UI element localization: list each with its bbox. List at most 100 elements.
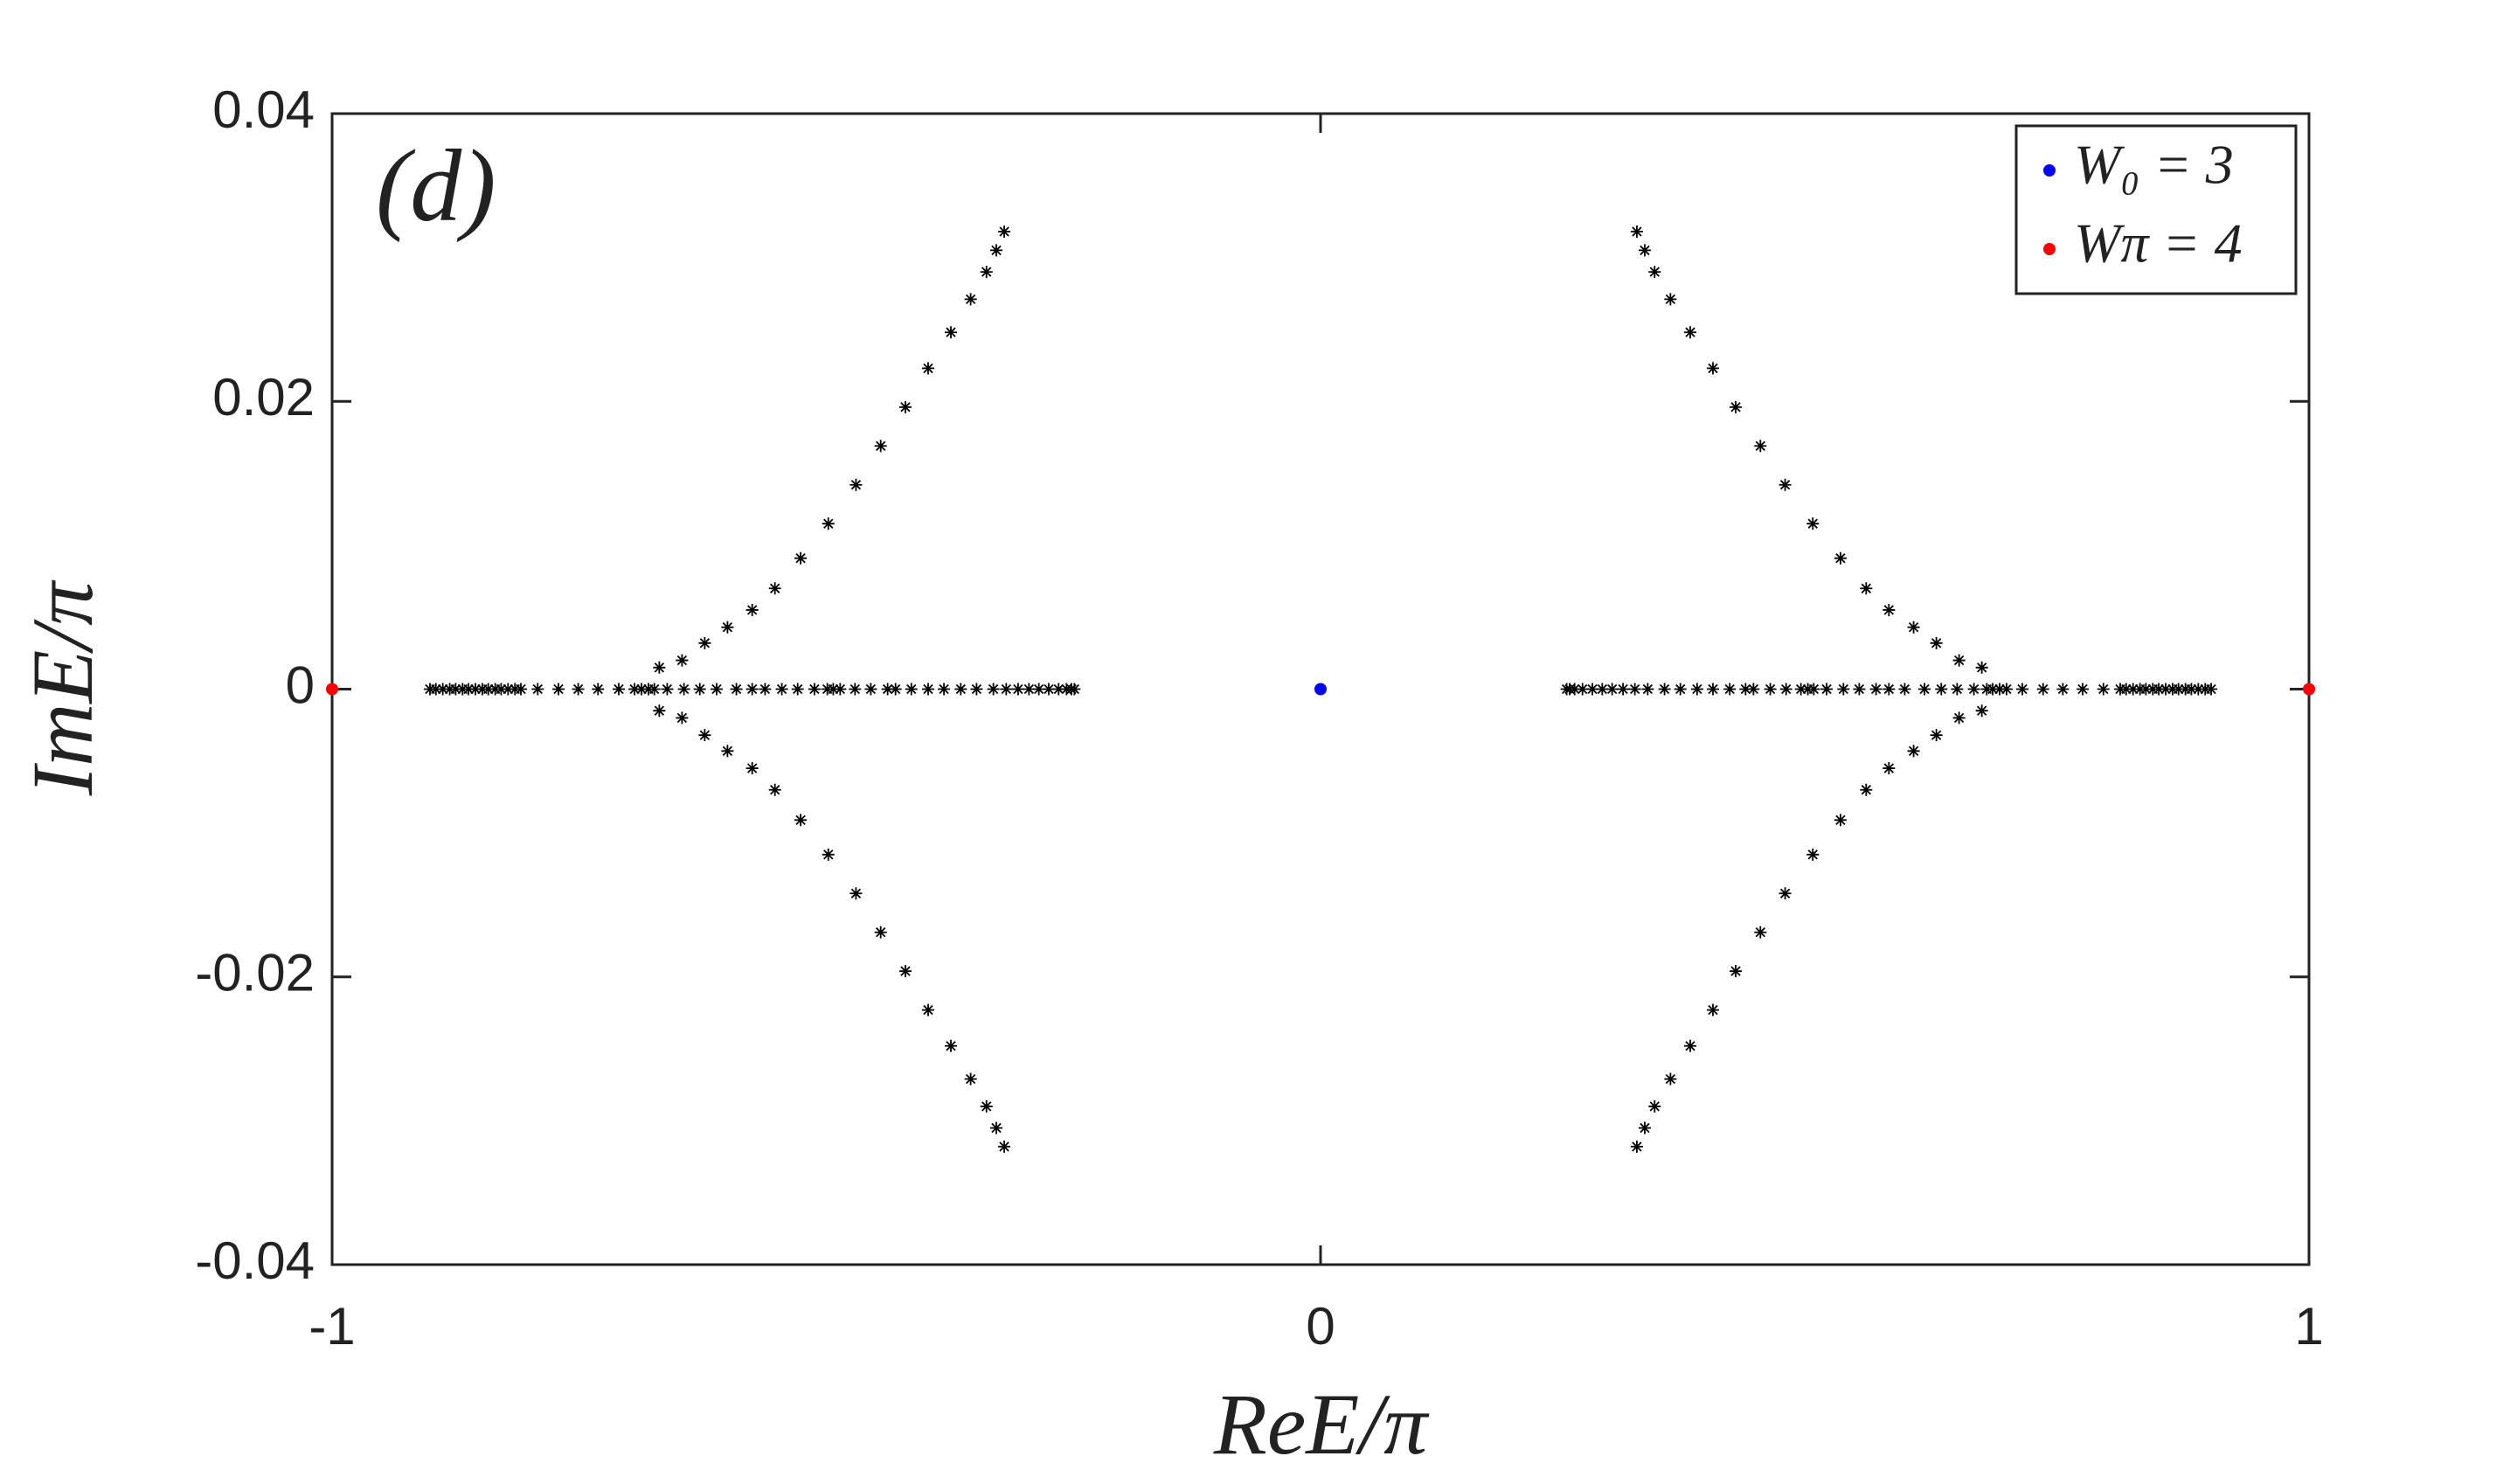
data-point xyxy=(462,683,475,696)
data-point xyxy=(822,517,835,530)
data-point xyxy=(1730,400,1743,413)
data-point xyxy=(945,326,958,339)
data-point xyxy=(834,683,847,696)
data-point xyxy=(1779,683,1792,696)
data-point xyxy=(987,683,1000,696)
legend-marker xyxy=(2043,243,2056,255)
data-point xyxy=(2056,683,2070,696)
data-point xyxy=(1764,683,1777,696)
data-point xyxy=(1754,440,1767,453)
data-point xyxy=(1683,1039,1696,1052)
data-point xyxy=(653,661,666,674)
x-axis-label: ReE/π xyxy=(1213,1376,1430,1473)
y-tick-label: 0.02 xyxy=(212,368,315,426)
data-point xyxy=(964,293,977,306)
data-point xyxy=(531,683,544,696)
data-point xyxy=(1664,293,1677,306)
data-point xyxy=(1648,266,1661,279)
data-point xyxy=(1883,683,1896,696)
data-point xyxy=(2192,683,2205,696)
data-point xyxy=(1739,683,1752,696)
data-point xyxy=(1779,887,1792,900)
data-point xyxy=(745,603,759,616)
y-tick-label: 0.04 xyxy=(212,80,315,139)
data-point xyxy=(1617,683,1630,696)
data-point xyxy=(864,683,877,696)
data-point xyxy=(921,683,934,696)
data-point xyxy=(495,683,508,696)
data-point xyxy=(2016,683,2029,696)
data-point xyxy=(326,683,338,696)
data-point xyxy=(1664,1072,1677,1085)
data-point xyxy=(1674,683,1687,696)
data-point xyxy=(794,551,808,565)
legend-marker xyxy=(2043,164,2056,177)
data-point xyxy=(677,683,690,696)
data-point xyxy=(693,683,706,696)
data-point xyxy=(970,683,983,696)
data-point xyxy=(745,762,759,775)
data-point xyxy=(827,683,840,696)
data-point xyxy=(881,683,894,696)
data-point xyxy=(990,1121,1003,1134)
data-point xyxy=(1993,683,2006,696)
data-point xyxy=(2199,683,2212,696)
data-point xyxy=(2077,683,2089,696)
data-point xyxy=(1898,683,1911,696)
data-point xyxy=(1683,326,1696,339)
data-point xyxy=(964,1072,977,1085)
data-point xyxy=(515,683,528,696)
x-tick-label: -1 xyxy=(309,1297,355,1356)
data-point xyxy=(1794,683,1807,696)
data-point xyxy=(661,683,674,696)
data-point xyxy=(1068,683,1081,696)
data-point xyxy=(1820,683,1834,696)
legend-box xyxy=(2014,124,2298,295)
data-point xyxy=(628,683,641,696)
data-point xyxy=(1930,729,1943,742)
data-point xyxy=(1630,225,1643,238)
data-point xyxy=(874,926,887,939)
data-point xyxy=(990,244,1003,257)
data-point xyxy=(1883,762,1896,775)
data-point xyxy=(2036,683,2049,696)
data-point xyxy=(468,683,482,696)
data-point xyxy=(759,683,772,696)
data-point xyxy=(1860,783,1873,796)
data-point xyxy=(1707,1003,1720,1016)
data-point xyxy=(2160,683,2172,696)
data-point xyxy=(1869,683,1883,696)
y-tick-label: 0 xyxy=(286,655,315,714)
data-point xyxy=(808,683,821,696)
data-point xyxy=(1032,683,1045,696)
data-point xyxy=(2113,683,2126,696)
data-point xyxy=(998,225,1011,238)
data-point xyxy=(768,783,781,796)
data-point xyxy=(2126,683,2139,696)
data-point xyxy=(998,1141,1011,1154)
data-point xyxy=(1853,683,1866,696)
data-point xyxy=(449,683,462,696)
data-point xyxy=(874,440,887,453)
data-point xyxy=(1707,683,1720,696)
data-point xyxy=(1779,478,1792,491)
data-point xyxy=(698,729,711,742)
data-point xyxy=(980,266,993,279)
data-point xyxy=(2166,683,2179,696)
data-point xyxy=(653,704,666,718)
data-point xyxy=(1658,683,1671,696)
data-point xyxy=(710,683,723,696)
data-point xyxy=(1605,683,1619,696)
data-point xyxy=(2179,683,2192,696)
data-point xyxy=(980,1099,993,1113)
data-point xyxy=(592,683,605,696)
data-point xyxy=(1011,683,1024,696)
y-tick-label: -0.02 xyxy=(195,944,315,1002)
data-point xyxy=(1314,683,1327,696)
data-point xyxy=(1690,683,1703,696)
data-point xyxy=(794,814,808,827)
data-point xyxy=(954,683,967,696)
data-point xyxy=(482,683,495,696)
legend-label: W₀ = 3 xyxy=(2074,134,2234,196)
